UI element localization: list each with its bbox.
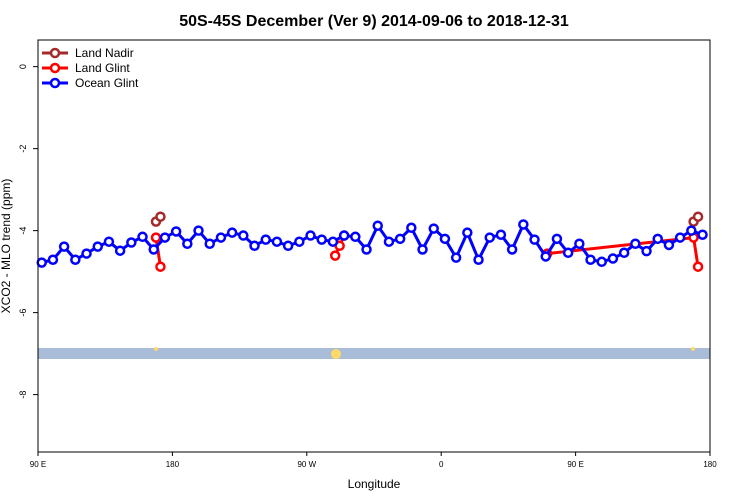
data-point (652, 233, 663, 245)
data-point (495, 229, 507, 240)
data-point (170, 226, 182, 237)
data-point (58, 241, 70, 252)
y-tick-label: -2 (18, 145, 28, 153)
data-point (249, 240, 260, 252)
data-point (92, 241, 103, 252)
y-tick-label: -4 (18, 227, 28, 235)
data-point (114, 245, 126, 256)
data-point (439, 233, 451, 245)
data-point (238, 230, 249, 241)
x-tick-label: 90 E (567, 460, 583, 469)
data-point (126, 237, 137, 248)
data-point (383, 236, 395, 247)
data-point (282, 240, 294, 252)
data-point (137, 231, 148, 243)
data-point (338, 230, 350, 241)
data-point (394, 233, 406, 245)
data-point (215, 232, 227, 243)
data-point (36, 257, 47, 268)
data-point (182, 238, 193, 249)
data-point (260, 234, 271, 245)
y-axis-label: XCO2 - MLO trend (ppm) (0, 179, 13, 314)
data-point (540, 251, 551, 262)
plot-area (36, 211, 708, 272)
data-point (155, 261, 166, 272)
x-tick-label: 90 E (30, 460, 46, 469)
plot-frame (37, 39, 711, 453)
y-tick-label: -6 (18, 309, 28, 317)
data-point (47, 254, 59, 265)
data-point (686, 225, 697, 236)
data-point (159, 232, 171, 243)
data-point (641, 245, 652, 257)
data-point (462, 227, 473, 238)
data-point (361, 244, 372, 255)
data-point (697, 229, 708, 240)
data-point (305, 230, 316, 241)
coverage-dot (331, 349, 341, 359)
data-point (271, 236, 283, 247)
x-tick-label: 180 (166, 460, 180, 469)
x-tick-label: 180 (703, 460, 717, 469)
coverage-dot (691, 347, 695, 351)
data-point (692, 261, 704, 272)
data-point (150, 232, 162, 243)
x-tick-label: 0 (439, 460, 444, 469)
data-point (406, 222, 417, 234)
y-tick-label: 0 (18, 64, 28, 69)
legend-label: Land Glint (75, 61, 130, 75)
data-point (193, 225, 204, 236)
x-tick-label: 90 W (297, 460, 316, 469)
data-point (518, 219, 529, 230)
data-point (372, 220, 383, 231)
data-point (585, 254, 596, 265)
coverage-band (38, 348, 710, 359)
data-point (81, 248, 92, 259)
data-point (607, 253, 619, 264)
coverage-dot (154, 347, 158, 351)
data-point (329, 250, 341, 261)
data-point (316, 234, 327, 245)
data-point (204, 238, 215, 249)
data-point (70, 254, 81, 265)
legend-label: Ocean Glint (75, 76, 139, 90)
data-point (674, 232, 686, 243)
data-point (327, 236, 339, 247)
data-point (692, 211, 704, 222)
x-axis-label: Longitude (348, 477, 401, 491)
data-point (484, 232, 495, 243)
data-point (506, 244, 518, 255)
data-point (294, 236, 305, 247)
data-point (148, 244, 159, 255)
data-point (551, 233, 563, 245)
data-point (630, 238, 641, 249)
legend-marker (49, 77, 61, 89)
y-tick-label: -8 (18, 391, 28, 399)
legend-marker (49, 47, 61, 59)
data-point (350, 231, 361, 243)
data-point (428, 223, 439, 234)
data-point (529, 234, 540, 245)
legend-label: Land Nadir (75, 46, 134, 60)
data-point (473, 254, 484, 265)
data-point (663, 239, 675, 251)
chart-title: 50S-45S December (Ver 9) 2014-09-06 to 2… (179, 13, 569, 30)
data-point (596, 256, 607, 268)
data-point (618, 247, 630, 259)
legend-marker (49, 62, 61, 74)
data-point (155, 211, 166, 222)
data-point (417, 244, 428, 255)
data-point (450, 252, 462, 263)
data-point (562, 247, 574, 259)
data-point (574, 238, 585, 249)
data-point (226, 227, 238, 238)
data-point (103, 236, 115, 247)
